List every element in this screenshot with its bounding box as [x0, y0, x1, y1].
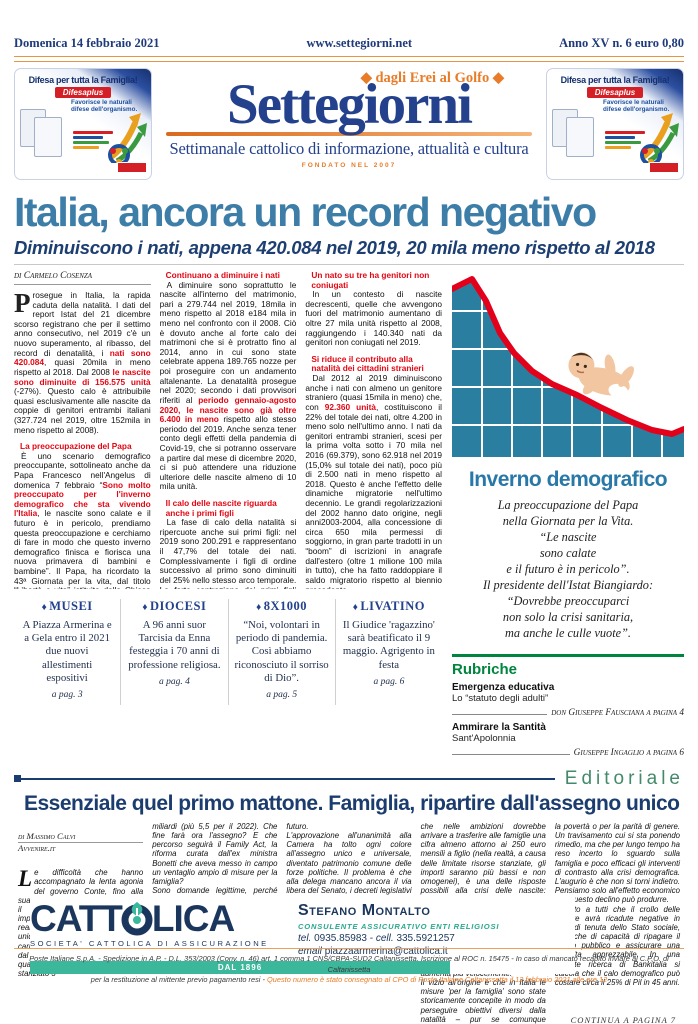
editorial-byline: di Massimo Calvi [18, 831, 144, 844]
ad-feature-lines [73, 131, 117, 151]
article-byline: di Carmelo Cosenza [14, 271, 151, 286]
promo-ad-left[interactable]: Difesa per tutta la Famiglia! Difesaplus… [14, 68, 152, 180]
editorial-rule: Editoriale [14, 768, 684, 790]
article-subhead: Continuano a diminuire i nati [165, 271, 280, 280]
feature-quote: La preoccupazione del Papa nella Giornat… [482, 498, 654, 640]
masthead-subtitle: Settimanale cattolico di informazione, a… [169, 139, 529, 159]
diamond-icon: ♦ [352, 602, 359, 613]
editorial-label: Editoriale [564, 767, 684, 789]
editorial-headline: Essenziale quel primo mattone. Famiglia,… [24, 791, 680, 815]
postal-fine-print: Poste Italiane S.p.A. - Spedizione in A.… [14, 948, 684, 986]
rule-square [14, 775, 21, 783]
brand-logo [117, 162, 147, 173]
page-ref: a pag. 5 [266, 689, 298, 700]
baby-illustration [568, 352, 634, 399]
article-column-3: Un nato su tre ha genitori non coniugati… [305, 271, 442, 589]
brand-logo [649, 162, 679, 173]
difesaplus-badge: Difesaplus [587, 87, 643, 98]
masthead-founded: FONDATO NEL 2007 [301, 162, 397, 170]
difesaplus-badge: Difesaplus [55, 87, 111, 98]
issue-date: Domenica 14 febbraio 2021 [14, 36, 160, 50]
cattolica-ad[interactable]: CATT LICA SOCIETA' CATTOLICA DI ASSICURA… [30, 895, 575, 974]
editorial-section: Editoriale Essenziale quel primo mattone… [14, 768, 684, 1024]
green-divider [452, 653, 684, 657]
dal-1896-band: DAL 1896 [30, 960, 450, 974]
teaser-diocesi[interactable]: ♦ DIOCESI A 96 anni suor Tarcisia da Enna… [120, 599, 227, 705]
masthead: ◆ dagli Erei al Golfo ◆ Settegiorni Sett… [160, 68, 538, 186]
article-subhead: Si riduce il contributo alla natalità de… [311, 353, 424, 374]
rubrica-item[interactable]: Emergenza educativa Lo “statuto degli ad… [452, 681, 684, 718]
ad-feature-lines [605, 131, 649, 151]
agent-name: Stefano Montalto [298, 901, 431, 919]
article-subhead: Il calo delle nascite riguarda anche i p… [165, 498, 277, 518]
issue-number: Anno XV n. 6 euro 0,80 [559, 36, 684, 50]
diamond-icon: ♦ [142, 602, 149, 613]
masthead-rule [166, 132, 532, 137]
feature-title: Inverno demografico [468, 468, 668, 491]
masthead-row: Difesa per tutta la Famiglia! Difesaplus… [14, 68, 684, 186]
feature-column: Inverno demografico La preoccupazione de… [449, 271, 687, 758]
ad-headline: Difesa per tutta la Famiglia! [560, 75, 670, 85]
author-page-ref: don Giuseppe Fausciana a pagina 4 [551, 707, 684, 718]
agent-email[interactable]: email piazzaarmerina@cattolica.it [298, 945, 448, 957]
promo-ad-right[interactable]: Difesa per tutta la Famiglia! Difesaplus… [546, 68, 684, 180]
arrows-icon [640, 113, 679, 163]
editorial-source: Avvenire.it [18, 843, 56, 854]
fine-print-line1: Poste Italiane S.p.A. - Spedizione in A.… [29, 954, 669, 974]
rule [452, 753, 570, 755]
top-bar: Domenica 14 febbraio 2021 www.settegiorn… [14, 36, 684, 51]
dove-o-icon [121, 902, 153, 936]
lead-headline: Italia, ancora un record negativo [14, 189, 597, 235]
teaser-musei[interactable]: ♦ MUSEI A Piazza Armerina e a Gela entro … [14, 599, 120, 705]
birthrate-decline-illustration [449, 276, 687, 457]
diamond-icon: ♦ [41, 602, 48, 613]
teaser-row: ♦ MUSEI A Piazza Armerina e a Gela entro … [14, 599, 442, 705]
drop-cap: P [14, 288, 31, 319]
page-ref: a pag. 4 [158, 676, 190, 687]
ad-headline: Difesa per tutta la Famiglia! [28, 75, 138, 85]
rubrica-item[interactable]: Ammirare la Santità Sant'Apolonnia Giuse… [452, 721, 684, 758]
agent-role: CONSULENTE ASSICURATIVO ENTI RELIGIOSI [298, 921, 500, 931]
fine-print-line2: per la restituzione al mittente previo p… [90, 975, 608, 985]
cattolica-logo: CATT LICA [30, 897, 235, 939]
author-page-ref: Giuseppe Ingaglio a pagina 6 [573, 747, 684, 758]
teaser-livatino[interactable]: ♦ LIVATINO Il Giudice 'ragazzino' sarà be… [334, 599, 442, 705]
article-subhead: Un nato su tre ha genitori non coniugati [311, 271, 430, 290]
page-ref: a pag. 6 [373, 676, 405, 687]
cattolica-tagline: SOCIETA' CATTOLICA DI ASSICURAZIONE [30, 938, 269, 948]
rubriche-title: Rubriche [452, 660, 518, 678]
agent-phone[interactable]: tel. 0935.85983 - cell. 335.5921257 [298, 932, 455, 944]
masthead-kicker: ◆ dagli Erei al Golfo ◆ [360, 70, 504, 86]
double-rule [14, 56, 684, 62]
teaser-8x1000[interactable]: ♦ 8X1000 “Noi, volontari in periodo di pa… [227, 599, 335, 705]
continues-on-page-7[interactable]: CONTINUA A PAGINA 7 [570, 1014, 676, 1024]
rule [452, 713, 548, 715]
arrows-icon [108, 113, 147, 163]
drop-cap: L [18, 866, 33, 892]
article-subhead: La preoccupazione del Papa [20, 441, 132, 452]
product-boxes [552, 109, 594, 157]
website-link[interactable]: www.settegiorni.net [306, 36, 413, 50]
agent-contact: Stefano Montalto CONSULENTE ASSICURATIVO… [288, 900, 575, 957]
rubriche-section: Rubriche Emergenza educativa Lo “statuto… [452, 661, 684, 758]
rule-line [21, 777, 555, 780]
diamond-icon: ♦ [256, 602, 262, 613]
lead-subhead: Diminuiscono i nati, appena 420.084 nel … [14, 237, 684, 265]
article-column-2: Continuano a diminuire i nati A diminuir… [159, 271, 297, 589]
product-boxes [20, 109, 62, 157]
newspaper-title: Settegiorni [227, 73, 473, 136]
page-ref: a pag. 3 [51, 689, 83, 700]
ad-slogan: Favorisce le naturali difese dell'organi… [603, 99, 670, 113]
ad-slogan: Favorisce le naturali difese dell'organi… [71, 99, 138, 113]
